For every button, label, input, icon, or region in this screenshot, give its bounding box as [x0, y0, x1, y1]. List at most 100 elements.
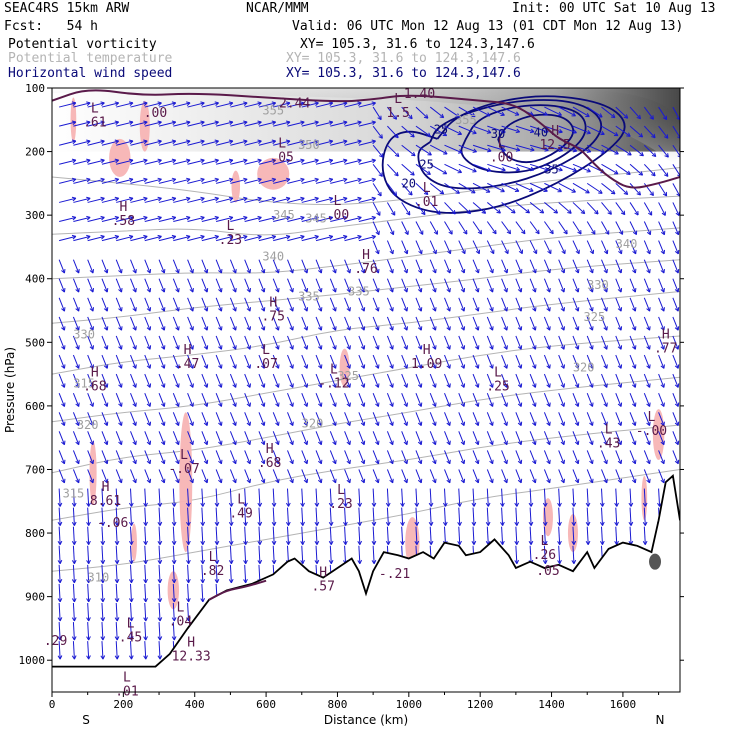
wind-arrow — [258, 316, 266, 331]
pv-extremum-value: .07 — [254, 357, 277, 372]
wind-arrow — [542, 526, 548, 545]
wind-arrow — [458, 335, 466, 350]
surface-pv-contour — [208, 579, 267, 601]
wind-arrow — [330, 196, 348, 203]
wind-arrow — [101, 215, 120, 223]
wind-arrow — [386, 469, 394, 484]
pv-extremum-value: .05 — [536, 564, 559, 579]
wind-arrow — [601, 202, 612, 215]
wind-arrow — [658, 259, 665, 274]
wind-arrow — [386, 354, 394, 369]
wind-arrow — [71, 641, 77, 660]
wind-arrow — [485, 507, 491, 526]
wind-arrow — [358, 412, 366, 426]
wind-arrow — [314, 507, 320, 526]
wind-arrow — [372, 469, 380, 484]
pv-extremum-type: L — [262, 343, 270, 358]
wind-arrow — [315, 158, 334, 165]
wind-arrow — [87, 259, 94, 274]
wind-arrow — [57, 564, 63, 584]
wind-arrow — [501, 163, 521, 172]
wind-vectors — [57, 101, 680, 660]
wind-arrow — [386, 278, 394, 293]
wind-arrow — [57, 583, 63, 603]
wind-arrow — [273, 120, 291, 127]
wind-arrow — [158, 297, 166, 312]
wind-arrow — [158, 354, 166, 369]
wind-arrow — [128, 564, 134, 584]
wind-arrow — [301, 120, 319, 127]
y-tick-label: 700 — [25, 463, 45, 476]
pv-extremum: L.82 — [201, 550, 224, 579]
wind-arrow — [429, 431, 437, 446]
wind-arrow — [86, 564, 91, 584]
wind-arrow — [216, 196, 234, 203]
wind-arrow — [215, 335, 223, 350]
wind-arrow — [187, 177, 205, 184]
wind-arrow — [130, 392, 137, 407]
wind-arrow — [244, 196, 262, 203]
wind-arrow — [315, 373, 323, 388]
wind-arrow — [344, 215, 362, 223]
wind-arrow — [143, 583, 148, 603]
pv-extremum-value: .47 — [176, 357, 199, 372]
wind-arrow — [272, 354, 280, 369]
wind-arrow — [529, 316, 537, 331]
wind-arrow — [87, 450, 94, 465]
wind-arrow — [372, 240, 380, 255]
theta-line-7 — [52, 424, 680, 521]
wind-arrow — [642, 526, 648, 545]
pv-extremum: L.00 — [490, 137, 513, 166]
wind-arrow — [201, 101, 219, 108]
wind-arrow — [458, 297, 466, 312]
wind-arrow — [615, 106, 629, 119]
pv-extremum-type: L — [123, 671, 131, 686]
wind-arrow — [429, 392, 437, 407]
wind-arrow — [515, 354, 523, 369]
wind-arrow — [201, 158, 219, 165]
wind-arrow — [73, 101, 91, 108]
wind-arrow — [643, 163, 656, 177]
wind-arrow — [144, 354, 152, 369]
wind-arrow — [114, 545, 120, 565]
x-tick-label: 200 — [113, 698, 133, 711]
wind-arrow — [244, 316, 251, 331]
theta-label: 345 — [273, 208, 295, 222]
wind-arrow — [558, 106, 576, 117]
wind-arrow — [372, 183, 382, 197]
wind-arrow — [672, 202, 680, 216]
theta-label: 310 — [88, 571, 110, 585]
pv-extremum: L.00 — [326, 194, 349, 223]
terrain-fill — [52, 475, 680, 692]
wind-arrow — [101, 392, 109, 407]
wind-arrow — [130, 354, 137, 369]
pv-extremum: L.04 — [169, 601, 193, 630]
wind-arrow — [200, 507, 206, 526]
wind-arrow — [115, 469, 123, 484]
wind-arrow — [572, 373, 580, 388]
wind-arrow — [258, 431, 266, 446]
wind-arrow — [672, 431, 680, 446]
wind-arrow — [130, 158, 148, 165]
pv-extrema-labels: L.61.002.441.40L1.5L.05L.00L.01L.00H12.5… — [44, 87, 678, 700]
pv-extremum-value: -.21 — [379, 567, 410, 582]
wind-arrow — [173, 234, 191, 242]
wind-arrow — [115, 335, 123, 350]
wind-arrow — [544, 125, 563, 134]
wind-arrow — [86, 641, 91, 660]
wind-arrow — [629, 354, 637, 369]
wind-arrow — [401, 373, 408, 388]
wind-arrow — [515, 469, 523, 484]
wind-arrow — [158, 139, 177, 146]
terrain — [52, 474, 680, 692]
wind-arrow — [387, 163, 399, 177]
wind-arrow — [215, 259, 223, 274]
pv-extremum: L.43 — [597, 423, 620, 452]
wind-arrow — [59, 196, 77, 203]
wind-arrow — [201, 297, 209, 312]
wind-arrow — [215, 431, 223, 446]
pv-extremum-value: .45 — [119, 631, 142, 646]
pv-extremum-type: L — [177, 601, 185, 616]
pv-extremum: L.23 — [329, 483, 352, 512]
wind-arrow — [515, 221, 526, 235]
